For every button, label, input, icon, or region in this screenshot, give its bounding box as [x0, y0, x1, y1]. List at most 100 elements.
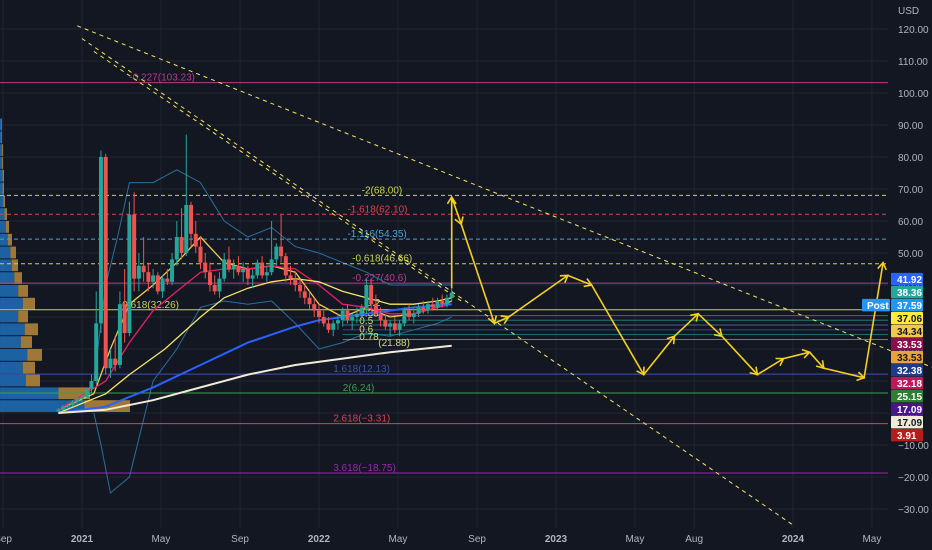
price-badge-text-1: 38.36 — [897, 288, 922, 299]
projection-arrowhead-13 — [801, 348, 812, 359]
candle-body-56 — [321, 317, 326, 324]
candle-body-21 — [155, 275, 160, 292]
candle-body-55 — [317, 310, 321, 317]
moving-average-3 — [58, 303, 452, 414]
volume-bar-16 — [0, 323, 25, 336]
candle-body-40 — [245, 269, 250, 279]
fib-label-3: -1.116(54.35) — [347, 229, 406, 240]
candle-body-19 — [146, 272, 151, 282]
volume-bar-sell-15 — [18, 310, 28, 323]
candle-body-31 — [203, 262, 208, 273]
candle-body-71 — [392, 323, 397, 330]
projection-arrowhead-6 — [583, 278, 593, 288]
inner-fib-label-3: 0.6 — [359, 324, 373, 335]
volume-bar-1 — [0, 131, 2, 144]
time-tick-8: May — [625, 534, 644, 545]
fib-label-2: -1.618(62.10) — [347, 204, 407, 215]
volume-bar-10 — [0, 246, 11, 259]
projection-arrowhead-10 — [713, 328, 723, 338]
price-badge-10 — [891, 402, 923, 416]
price-badge-text-10: 17.09 — [897, 405, 922, 416]
candle-body-34 — [217, 278, 222, 292]
fib-levels: -0.227(103.23) -2(68.00) -1.618(62.10) -1.1… — [0, 73, 888, 474]
candle-body-46 — [274, 246, 279, 260]
candle-body-29 — [193, 233, 198, 247]
time-tick-4: 2022 — [308, 534, 331, 545]
candle-body-76 — [416, 307, 421, 314]
candle-body-11 — [108, 358, 113, 369]
post-tag-text: Post — [867, 301, 889, 312]
volume-bar-6 — [0, 195, 4, 208]
projection-arrowhead-12 — [775, 357, 785, 367]
volume-bar-19 — [0, 361, 23, 374]
projection-arrowhead-5 — [559, 274, 570, 284]
time-axis[interactable]: Sep 2021 May Sep 2022 May Sep 2023 May Aug 2024 May — [0, 534, 881, 545]
candle-body-60 — [340, 310, 345, 321]
bollinger-bands — [93, 169, 452, 494]
candle-body-66 — [369, 285, 374, 305]
candle-body-47 — [279, 246, 284, 257]
fib-label-7: 1.618(12.13) — [333, 364, 390, 375]
candle-body-26 — [179, 237, 184, 253]
grid — [0, 0, 888, 528]
volume-bar-sell-7 — [4, 208, 7, 220]
fib-label-5: -0.227(40.6) — [352, 273, 406, 284]
price-badge-1 — [891, 285, 923, 299]
candle-body-23 — [165, 278, 170, 282]
time-tick-10: 2024 — [782, 534, 805, 545]
candle-body-8 — [94, 323, 99, 381]
trendline-2[interactable] — [93, 50, 462, 302]
fib-label-9: 2.618(−3.31) — [333, 414, 390, 425]
time-tick-3: Sep — [231, 534, 249, 545]
price-tick-2: 100.00 — [898, 89, 929, 100]
candle-body-38 — [236, 265, 241, 273]
candle-body-16 — [132, 214, 137, 279]
time-tick-7: 2023 — [545, 534, 568, 545]
projection-arrowhead-15 — [856, 371, 866, 382]
candle-body-61 — [345, 310, 350, 321]
volume-bar-sell-8 — [5, 221, 9, 233]
time-tick-2: May — [151, 534, 170, 545]
candle-body-1 — [61, 406, 66, 410]
volume-bar-18 — [0, 349, 28, 361]
volume-bar-8 — [0, 221, 6, 233]
projection-arrowhead-11 — [749, 366, 759, 376]
projection-arrowhead-9 — [690, 312, 700, 322]
candle-body-53 — [307, 297, 312, 305]
price-badge-text-7: 32.38 — [897, 366, 922, 377]
projection-path[interactable] — [446, 195, 887, 382]
volume-bar-sell-18 — [27, 349, 42, 361]
price-badge-text-3: 37.06 — [897, 314, 922, 325]
candle-body-9 — [98, 157, 103, 324]
candle-body-65 — [364, 285, 369, 308]
volume-bar-11 — [0, 259, 12, 272]
candle-body-49 — [288, 275, 293, 279]
candle-body-48 — [283, 256, 288, 276]
bollinger-lower — [93, 300, 452, 494]
candle-body-74 — [407, 310, 412, 317]
candle-body-10 — [103, 157, 108, 369]
candle-body-82 — [444, 297, 449, 305]
volume-bar-sell-1 — [1, 131, 2, 144]
price-axis[interactable]: USD 120.00 110.00 100.00 90.00 80.00 70.00 60.0… — [898, 6, 929, 516]
volume-bar-sell-6 — [3, 195, 5, 208]
candle-body-80 — [435, 301, 440, 308]
candle-body-18 — [141, 265, 146, 273]
projection-arrowhead-4 — [500, 315, 510, 325]
price-badge-text-2: 37.59 — [897, 301, 922, 312]
price-tick-6: 60.00 — [898, 217, 923, 228]
bollinger-upper — [93, 169, 452, 382]
candle-body-37 — [231, 265, 236, 269]
inner-fib-label-0: 0.2 — [366, 298, 380, 309]
volume-bar-sell-3 — [1, 157, 3, 169]
volume-bar-14 — [0, 297, 23, 310]
volume-bar-5 — [0, 182, 3, 195]
moving-average-4 — [58, 344, 452, 414]
volume-bar-sell-4 — [2, 169, 4, 182]
candle-body-24 — [170, 259, 175, 282]
candle-body-75 — [411, 313, 416, 317]
candle-body-83 — [449, 292, 454, 298]
fib-label-0: -0.227(103.23) — [129, 73, 195, 84]
